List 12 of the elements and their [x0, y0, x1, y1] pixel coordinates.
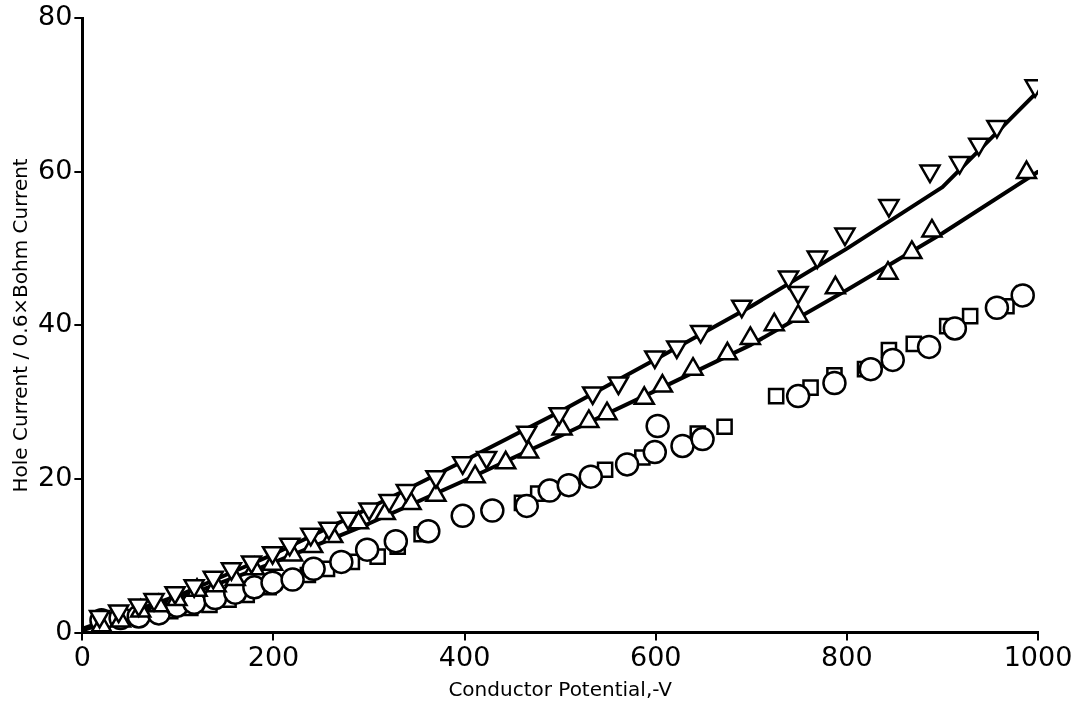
x-tick-label: 400	[438, 640, 491, 672]
y-tick-label: 80	[38, 0, 73, 32]
x-tick-label: 800	[821, 640, 873, 672]
y-tick-label: 60	[38, 153, 73, 185]
y-axis-title: Hole Current / 0.6×Bohm Current	[8, 158, 33, 493]
x-tick-label: 1000	[1003, 640, 1073, 672]
y-tick-label: 0	[55, 614, 73, 646]
y-tick-label: 20	[38, 461, 73, 493]
x-tick-label: 200	[247, 640, 300, 672]
x-tick-label: 600	[629, 640, 682, 672]
x-axis-title: Conductor Potential,-V	[448, 677, 673, 702]
y-tick-label: 40	[38, 307, 73, 339]
